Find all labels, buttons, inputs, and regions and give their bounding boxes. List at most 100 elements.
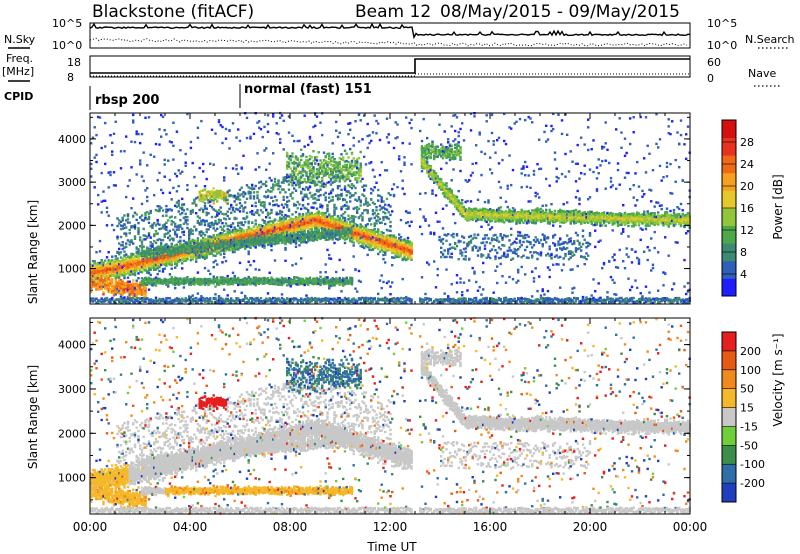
power-cell: [114, 285, 117, 288]
power-cell: [137, 297, 140, 300]
power-cell: [156, 222, 159, 225]
power-cell: [111, 150, 114, 153]
power-cell: [119, 298, 123, 301]
power-cell: [126, 221, 130, 224]
power-cell: [230, 225, 233, 229]
power-cell: [111, 259, 114, 262]
power-cell: [217, 119, 221, 122]
nave-tick-high: 60: [707, 56, 721, 69]
power-cell: [107, 266, 110, 269]
power-cell: [98, 261, 102, 265]
power-cell: [137, 255, 140, 259]
power-cell: [91, 297, 95, 300]
power-cell: [111, 265, 114, 269]
power-cell: [158, 209, 161, 213]
power-cell: [93, 274, 96, 277]
power-cell: [140, 175, 144, 178]
power-cell: [165, 297, 168, 300]
power-cell: [154, 252, 158, 256]
power-cell: [114, 298, 117, 302]
power-cell: [163, 129, 166, 132]
power-cell: [90, 167, 93, 170]
power-cell: [116, 271, 119, 275]
power-cell: [114, 286, 117, 289]
power-cell: [102, 281, 105, 284]
power-cell: [237, 224, 240, 227]
power-cell: [214, 296, 217, 300]
power-cell: [133, 287, 137, 290]
power-cell: [95, 275, 98, 278]
power-cell: [226, 202, 229, 205]
power-cell: [158, 171, 161, 175]
power-cell: [123, 150, 126, 153]
power-cell: [128, 259, 131, 262]
power-cell: [167, 285, 170, 288]
power-cell: [144, 282, 147, 285]
power-cell: [184, 212, 187, 215]
power-cell: [226, 210, 229, 213]
power-cell: [128, 291, 131, 295]
power-cell: [147, 262, 151, 266]
power-cell: [118, 285, 121, 288]
power-cell: [90, 299, 93, 303]
power-cell: [168, 254, 172, 257]
power-cell: [144, 262, 147, 265]
power-cell: [175, 175, 179, 178]
power-cell: [158, 238, 161, 241]
power-cell: [142, 283, 145, 286]
power-cell: [140, 271, 144, 274]
power-cell: [126, 287, 130, 290]
power-cell: [196, 292, 200, 295]
power-cell: [116, 251, 119, 254]
power-cell: [161, 191, 165, 195]
power-cell: [167, 255, 170, 258]
power-cell: [168, 140, 172, 143]
power-cell: [163, 244, 166, 247]
power-cell: [200, 119, 203, 123]
power-cell: [158, 254, 161, 257]
power-cell: [139, 283, 142, 286]
power-cell: [112, 291, 116, 294]
power-cell: [230, 203, 233, 207]
power-cell: [231, 167, 235, 170]
power-cell: [128, 221, 131, 224]
power-cell: [118, 253, 121, 256]
power-cell: [98, 116, 102, 119]
power-cell: [144, 295, 147, 298]
power-cell: [242, 223, 245, 227]
power-cell: [121, 300, 124, 304]
power-cell: [123, 232, 126, 235]
power-cell: [111, 298, 114, 301]
power-cell: [97, 274, 100, 277]
power-cell: [172, 257, 175, 260]
power-cell: [149, 248, 152, 252]
power-cell: [109, 290, 112, 294]
power-cell: [90, 282, 93, 285]
power-cell: [98, 275, 102, 279]
power-cell: [102, 267, 105, 270]
power-cell: [177, 210, 180, 213]
power-cell: [161, 257, 165, 261]
power-cell: [160, 298, 163, 301]
power-cell: [116, 287, 119, 291]
power-cell: [114, 255, 117, 258]
power-cell: [146, 264, 149, 267]
power-cell: [168, 247, 172, 250]
power-cell: [90, 265, 93, 269]
power-cell: [105, 224, 109, 227]
power-cell: [149, 209, 152, 213]
power-cell: [193, 225, 196, 228]
power-cell: [214, 259, 217, 262]
power-cell: [170, 215, 173, 218]
power-cell: [224, 196, 228, 200]
power-cell: [135, 299, 138, 302]
power-cell: [198, 166, 201, 170]
power-cell: [146, 261, 149, 265]
power-cell: [147, 267, 151, 270]
power-cell: [181, 197, 184, 201]
power-cell: [137, 263, 140, 266]
power-cell: [91, 276, 95, 280]
power-cell: [146, 187, 149, 190]
power-cell: [186, 222, 189, 226]
power-cell: [149, 265, 152, 268]
